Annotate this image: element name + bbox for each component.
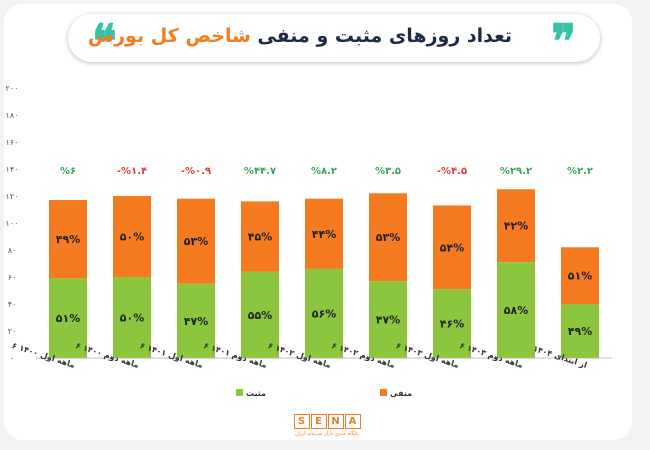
bar-label-positive: ۵۵% bbox=[248, 309, 272, 322]
bar-label-positive: ۴۶% bbox=[440, 318, 464, 331]
bar-label-positive: ۴۷% bbox=[184, 315, 208, 328]
bar-label-negative: ۵۳% bbox=[184, 235, 208, 248]
bar-label-negative: ۴۹% bbox=[56, 233, 80, 246]
y-tick-label: ۱۴۰ bbox=[6, 165, 19, 174]
y-tick-label: ۲۰۰ bbox=[6, 84, 19, 93]
y-tick-label: ۰ bbox=[10, 354, 14, 363]
y-tick-label: ۱۶۰ bbox=[6, 138, 19, 147]
bar-label-positive: ۵۰% bbox=[120, 312, 144, 325]
change-label: %۸.۲ bbox=[311, 166, 337, 177]
chart-title-part2: شاخص کل بورس bbox=[87, 25, 251, 47]
chart-title-part1: تعداد روزهای مثبت و منفی bbox=[257, 25, 512, 47]
logo-letter-2: N bbox=[327, 414, 344, 429]
legend-positive-label: مثبت bbox=[246, 389, 266, 398]
bar-label-negative: ۴۴% bbox=[312, 228, 336, 241]
bar-label-negative: ۴۲% bbox=[504, 220, 528, 233]
bar-label-negative: ۵۱% bbox=[568, 270, 592, 283]
y-tick-label: ۱۸۰ bbox=[6, 111, 19, 120]
bar-positive bbox=[369, 281, 407, 358]
y-tick-label: ۴۰ bbox=[8, 300, 17, 309]
bar-negative bbox=[113, 196, 151, 277]
change-label: %۲۹.۲ bbox=[500, 166, 532, 177]
y-tick-label: ۱۲۰ bbox=[6, 192, 19, 201]
bar-label-negative: ۵۰% bbox=[120, 231, 144, 244]
bar-label-negative: ۵۴% bbox=[440, 241, 464, 254]
change-label: -%۱.۴ bbox=[117, 166, 147, 177]
bar-negative bbox=[49, 200, 87, 279]
bar-negative bbox=[177, 198, 215, 284]
bar-negative bbox=[433, 205, 471, 290]
legend-negative-swatch bbox=[380, 389, 387, 396]
bar-positive bbox=[561, 304, 599, 358]
change-label: %۲.۲ bbox=[567, 166, 593, 177]
bar-label-positive: ۵۸% bbox=[504, 304, 528, 317]
bar-label-positive: ۴۹% bbox=[568, 325, 592, 338]
y-tick-label: ۱۰۰ bbox=[6, 219, 19, 228]
bar-positive bbox=[433, 289, 471, 358]
logo-letter-1: E bbox=[310, 414, 327, 429]
logo-tagline: پایگاه خبری بازار سرمایه ایران bbox=[295, 431, 359, 437]
bar-negative bbox=[497, 189, 535, 263]
chart-title: تعداد روزهای مثبت و منفی شاخص کل بورس bbox=[88, 25, 512, 47]
bar-negative bbox=[369, 193, 407, 282]
logo-letter-3: A bbox=[344, 414, 361, 429]
bar-label-positive: ۵۱% bbox=[56, 312, 80, 325]
bar-positive bbox=[113, 277, 151, 358]
quote-right-icon: ❞ bbox=[551, 14, 576, 68]
change-label: %۴۴.۷ bbox=[244, 166, 276, 177]
chart-header: ❝ تعداد روزهای مثبت و منفی شاخص کل بورس … bbox=[68, 14, 600, 68]
bar-positive bbox=[241, 271, 279, 358]
bar-negative bbox=[305, 198, 343, 269]
y-tick-label: ۲۰ bbox=[8, 327, 17, 336]
bar-negative bbox=[241, 201, 279, 272]
change-label: -%۰.۹ bbox=[181, 166, 211, 177]
legend-negative-label: منفی bbox=[390, 389, 412, 398]
y-tick-label: ۸۰ bbox=[8, 246, 17, 255]
bar-positive bbox=[177, 283, 215, 358]
bar-positive bbox=[49, 278, 87, 358]
bar-label-negative: ۴۵% bbox=[248, 231, 272, 244]
y-tick-label: ۶۰ bbox=[8, 273, 17, 282]
logo-letter-0: S bbox=[293, 414, 310, 429]
legend-positive-swatch bbox=[236, 389, 243, 396]
change-label: %۳.۵ bbox=[375, 166, 401, 177]
bar-positive bbox=[305, 268, 343, 358]
bar-label-negative: ۵۳% bbox=[376, 231, 400, 244]
bar-label-positive: ۴۷% bbox=[376, 314, 400, 327]
bar-positive bbox=[497, 262, 535, 358]
change-label: %۶ bbox=[60, 166, 76, 177]
quote-left-icon: ❝ bbox=[92, 14, 117, 68]
change-label: -%۴.۵ bbox=[437, 166, 467, 177]
bar-label-positive: ۵۶% bbox=[312, 307, 336, 320]
bar-negative bbox=[561, 247, 599, 304]
